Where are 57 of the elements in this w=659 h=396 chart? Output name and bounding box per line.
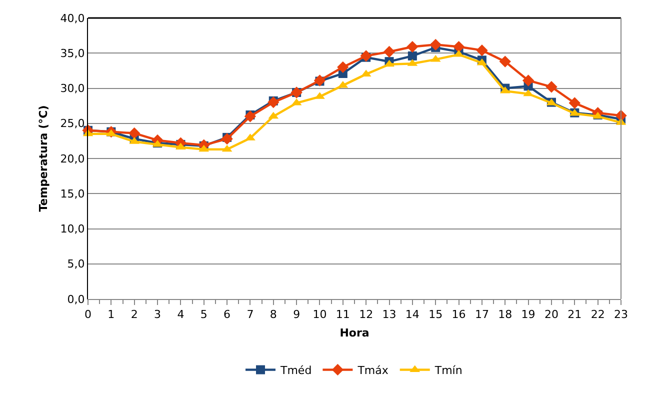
y-tick-label: 35,0 bbox=[60, 46, 85, 60]
point bbox=[337, 61, 349, 74]
x-tick-label: 3 bbox=[154, 308, 162, 322]
point bbox=[523, 89, 534, 96]
point bbox=[476, 44, 488, 56]
point bbox=[360, 50, 372, 62]
legend-label: Tméd bbox=[280, 364, 312, 377]
y-axis-title: Temperatura (°C) bbox=[36, 105, 50, 212]
x-tick-label: 23 bbox=[614, 308, 628, 322]
y-tick-label: 10,0 bbox=[60, 222, 85, 236]
x-tick-label: 16 bbox=[452, 308, 466, 322]
point bbox=[499, 56, 511, 68]
point bbox=[430, 38, 442, 51]
point bbox=[383, 46, 396, 58]
point bbox=[176, 142, 186, 150]
x-tick-label: 19 bbox=[521, 308, 536, 322]
point bbox=[408, 51, 417, 60]
legend-label: Tmín bbox=[434, 364, 462, 377]
point bbox=[546, 81, 558, 93]
x-tick-label: 15 bbox=[428, 308, 443, 322]
x-tick-label: 21 bbox=[568, 308, 582, 322]
x-tick-label: 9 bbox=[293, 308, 300, 322]
x-tick-label: 13 bbox=[382, 308, 396, 322]
point bbox=[221, 132, 233, 145]
point bbox=[384, 60, 394, 67]
x-tick-label: 1 bbox=[108, 308, 115, 322]
x-tick-label: 5 bbox=[200, 308, 208, 322]
x-axis-title: Hora bbox=[340, 326, 370, 340]
x-tick-label: 7 bbox=[246, 308, 254, 322]
x-tick-label: 17 bbox=[474, 308, 489, 322]
y-tick-label: 40,0 bbox=[60, 12, 85, 25]
y-tick-label: 15,0 bbox=[60, 187, 85, 200]
y-tick-label: 5,0 bbox=[67, 258, 85, 271]
y-tick-label: 20,0 bbox=[60, 152, 85, 166]
x-tick-label: 11 bbox=[336, 308, 350, 322]
x-tick-label: 6 bbox=[224, 308, 231, 322]
x-tick-label: 14 bbox=[405, 308, 420, 322]
x-tick-label: 0 bbox=[84, 308, 92, 322]
point bbox=[568, 97, 580, 109]
x-tick-label: 4 bbox=[177, 308, 184, 322]
point bbox=[268, 96, 280, 108]
x-tick-label: 20 bbox=[544, 308, 558, 322]
x-tick-label: 22 bbox=[590, 308, 605, 322]
x-tick-label: 2 bbox=[130, 308, 138, 322]
point bbox=[452, 40, 465, 53]
point bbox=[522, 74, 534, 86]
y-tick-label: 0,0 bbox=[67, 292, 85, 306]
x-tick-label: 8 bbox=[270, 308, 277, 322]
x-tick-label: 12 bbox=[359, 308, 374, 322]
legend-label: Tmáx bbox=[356, 364, 389, 377]
point bbox=[244, 110, 256, 122]
x-tick-label: 18 bbox=[498, 308, 512, 322]
point bbox=[128, 127, 140, 140]
y-tick-label: 25,0 bbox=[60, 117, 85, 130]
point bbox=[406, 40, 418, 53]
x-tick-label: 10 bbox=[312, 308, 327, 322]
y-tick-label: 30,0 bbox=[60, 82, 85, 96]
